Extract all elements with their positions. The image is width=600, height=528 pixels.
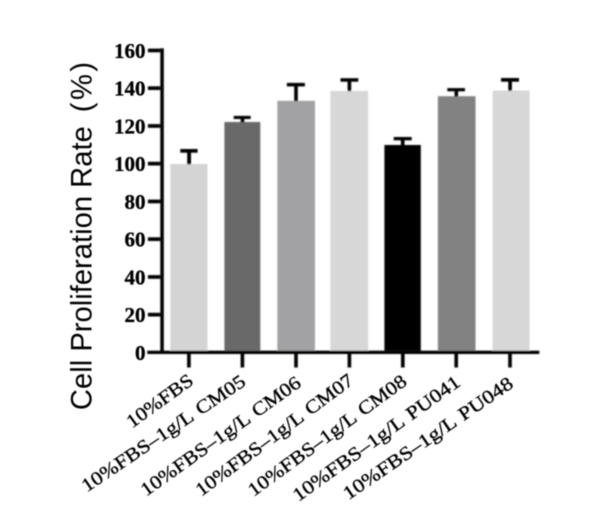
svg-text:60: 60: [125, 228, 146, 252]
svg-text:Cell Proliferation Rate ( % ): Cell Proliferation Rate ( % ): [66, 62, 98, 410]
svg-text:100: 100: [114, 152, 146, 176]
svg-text:120: 120: [114, 114, 146, 138]
svg-text:20: 20: [125, 303, 146, 327]
svg-text:0: 0: [135, 341, 146, 365]
svg-text:160: 160: [114, 39, 146, 63]
svg-text:80: 80: [125, 190, 146, 214]
svg-text:140: 140: [114, 77, 146, 101]
svg-text:40: 40: [125, 265, 146, 289]
